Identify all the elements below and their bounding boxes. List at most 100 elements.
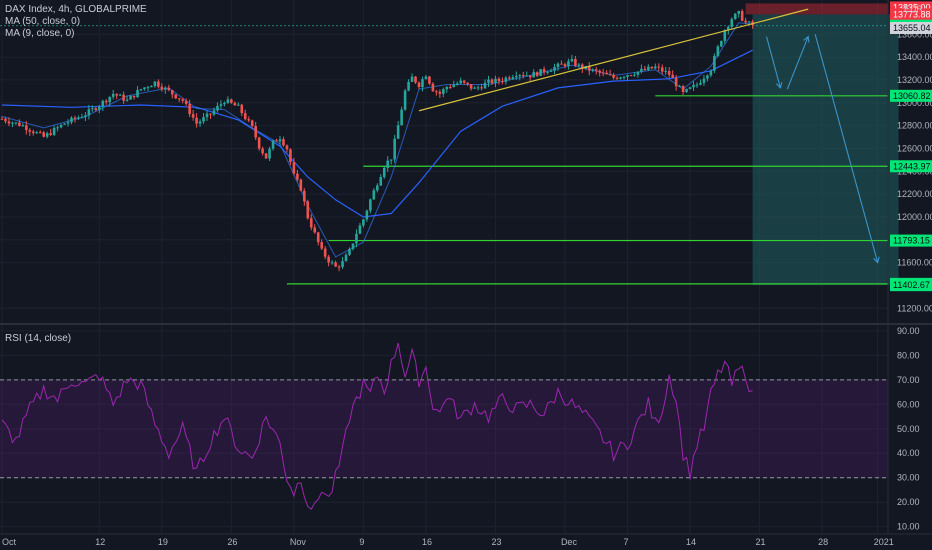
candle-up (504, 77, 508, 82)
ma50-line (1, 49, 753, 218)
candle-down (292, 162, 296, 174)
candle-down (501, 80, 504, 82)
resistance-zone (745, 3, 888, 15)
candle-down (209, 113, 212, 115)
candle-up (532, 72, 535, 78)
candle-down (104, 100, 108, 103)
candle-down (174, 94, 178, 99)
candle-down (594, 69, 598, 71)
forecast-arrow-head (803, 35, 810, 43)
price-tag-label: 11793.15 (893, 236, 930, 246)
candle-up (626, 75, 629, 77)
time-tick-label: 23 (491, 537, 501, 547)
candle-up (379, 176, 383, 186)
time-tick-label: 26 (227, 537, 237, 547)
candle-up (198, 121, 202, 124)
candle-up (619, 77, 622, 79)
price-tag-label: 13655.04 (893, 23, 931, 33)
candle-down (462, 80, 466, 83)
candle-down (535, 72, 539, 76)
candle-up (87, 109, 91, 116)
candle-up (518, 75, 522, 77)
candle-up (473, 87, 476, 89)
candle-down (480, 87, 483, 89)
candle-up (455, 83, 459, 85)
candle-down (42, 132, 45, 137)
candle-down (157, 81, 160, 87)
candle-down (18, 122, 21, 126)
candle-up (483, 82, 487, 89)
candle-up (546, 71, 549, 73)
candle-up (153, 81, 157, 86)
candle-up (688, 87, 692, 89)
rsi-tick-label: 60.00 (897, 399, 920, 409)
candle-up (52, 127, 56, 135)
candle-up (723, 30, 727, 41)
candle-up (692, 84, 695, 88)
target-zone (752, 14, 899, 286)
candle-up (382, 167, 386, 177)
candle-down (667, 71, 671, 75)
candle-down (643, 68, 647, 70)
candle-down (0, 118, 4, 120)
candle-down (7, 121, 11, 124)
legend-rsi: RSI (14, close) (5, 333, 71, 345)
candle-up (35, 132, 39, 134)
candle-down (240, 104, 244, 114)
time-tick-label: Oct (2, 537, 17, 547)
legend-rsi-label: RSI (14, close) (5, 333, 72, 344)
time-tick-label: 19 (158, 537, 168, 547)
candle-up (226, 99, 230, 104)
candle-up (702, 78, 706, 83)
candle-up (205, 113, 209, 118)
time-tick-label: 14 (686, 537, 696, 547)
candle-down (195, 117, 198, 124)
candle-up (372, 190, 376, 200)
rsi-tick-label: 20.00 (897, 497, 920, 507)
candle-down (243, 113, 247, 120)
candle-up (80, 117, 84, 119)
candle-up (84, 115, 87, 118)
candle-down (233, 102, 237, 106)
candle-down (601, 72, 605, 74)
rsi-tick-label: 30.00 (897, 473, 920, 483)
candle-up (118, 94, 122, 96)
candle-down (184, 100, 188, 104)
candle-up (733, 13, 737, 20)
candle-up (445, 86, 449, 90)
candle-up (330, 262, 334, 264)
candle-down (438, 91, 442, 94)
candle-up (421, 79, 424, 88)
candle-down (316, 232, 320, 243)
candle-down (605, 72, 608, 75)
candle-down (177, 98, 181, 100)
candle-down (188, 103, 191, 115)
price-tick-label: 12800.00 (897, 121, 932, 131)
time-tick-label: Dec (561, 537, 578, 547)
price-tag-label: 12443.97 (893, 161, 931, 171)
candle-down (528, 75, 532, 78)
rsi-line (1, 342, 753, 510)
price-tag-label: 13060.82 (893, 91, 931, 101)
candle-up (556, 63, 560, 68)
candle-down (327, 256, 330, 263)
candle-up (647, 66, 650, 70)
ascending-trendline (418, 8, 809, 112)
candle-up (747, 21, 751, 23)
forecast-arrow-line (814, 34, 879, 263)
time-tick-label: 12 (95, 537, 105, 547)
candle-up (633, 74, 636, 76)
candle-down (660, 67, 664, 72)
candle-down (598, 70, 601, 73)
candle-up (348, 248, 351, 255)
forecast-arrow-line (786, 36, 809, 90)
candle-down (740, 11, 744, 21)
candle-up (553, 67, 556, 71)
time-tick-label: Nov (290, 537, 307, 547)
candle-down (581, 64, 584, 69)
candle-down (4, 118, 7, 122)
candle-down (629, 75, 633, 77)
